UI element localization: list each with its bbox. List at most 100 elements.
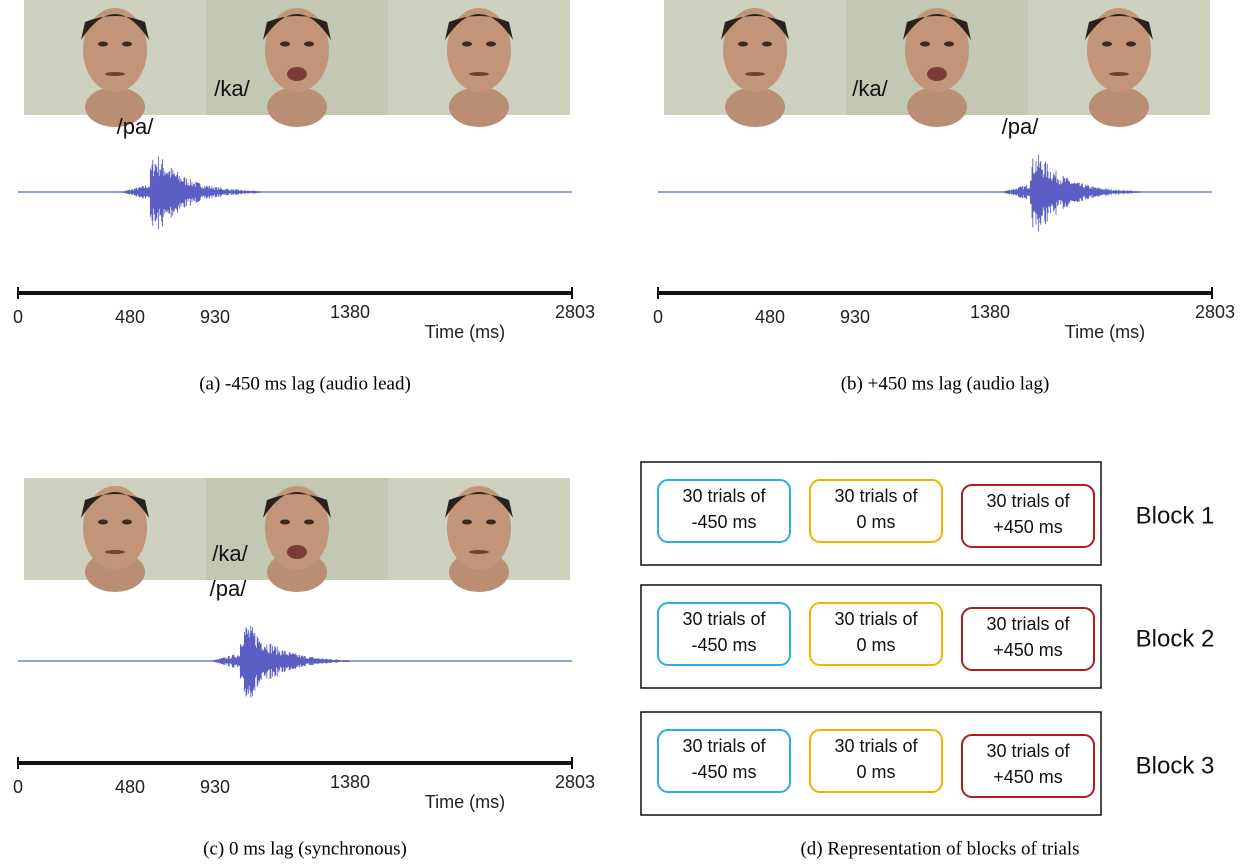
block-frame	[640, 711, 1102, 816]
tick-label: 930	[200, 307, 230, 327]
face	[83, 8, 147, 92]
axis-label: Time (ms)	[1065, 322, 1145, 342]
block: 30 trials of -450 ms 30 trials of 0 ms 30 tr…	[640, 711, 1214, 816]
tick-label: 2803	[555, 302, 595, 322]
eye	[280, 519, 290, 525]
caption: (d) Representation of blocks of trials	[800, 838, 1079, 859]
audio-label: /pa/	[210, 576, 248, 601]
tick-label: 930	[200, 777, 230, 797]
audio-label: /pa/	[1002, 114, 1040, 139]
mouth	[469, 550, 489, 554]
face	[905, 8, 969, 92]
trial-text: +450 ms	[993, 767, 1063, 787]
video-label: /ka/	[214, 76, 250, 101]
trial-text: 30 trials of	[986, 741, 1070, 761]
hair	[81, 492, 149, 518]
waveform	[1000, 154, 1141, 232]
tick-label: 0	[653, 307, 663, 327]
face	[265, 486, 329, 570]
face-neck	[907, 87, 967, 127]
eye	[462, 519, 472, 525]
trial-text: +450 ms	[993, 517, 1063, 537]
trial-box	[809, 602, 943, 666]
trial-text: 0 ms	[856, 512, 895, 532]
trial-text: -450 ms	[691, 635, 756, 655]
tick-label: 0	[13, 307, 23, 327]
hair	[81, 14, 149, 40]
waveform	[210, 625, 351, 698]
face	[83, 486, 147, 570]
hair	[263, 14, 331, 40]
hair	[263, 492, 331, 518]
tick-label: 480	[755, 307, 785, 327]
tick-label: 930	[840, 307, 870, 327]
hair	[445, 14, 513, 40]
mouth	[927, 67, 947, 81]
eye	[304, 41, 314, 47]
eye	[762, 41, 772, 47]
mouth	[1109, 72, 1129, 76]
tick-label: 1380	[330, 302, 370, 322]
trial-box	[961, 607, 1095, 671]
trial-text: -450 ms	[691, 512, 756, 532]
tick-label: 480	[115, 307, 145, 327]
eye	[738, 41, 748, 47]
hair	[721, 14, 789, 40]
face	[447, 8, 511, 92]
caption: (b) +450 ms lag (audio lag)	[841, 373, 1050, 394]
tick-label: 1380	[330, 772, 370, 792]
block-frame	[640, 584, 1102, 689]
trial-text: -450 ms	[691, 762, 756, 782]
audio-label: /pa/	[117, 114, 155, 139]
trial-text: 30 trials of	[682, 486, 766, 506]
eye	[98, 519, 108, 525]
eye	[280, 41, 290, 47]
face	[447, 486, 511, 570]
hair	[903, 14, 971, 40]
hair	[1085, 14, 1153, 40]
tick-label: 480	[115, 777, 145, 797]
axis-label: Time (ms)	[425, 792, 505, 812]
trial-text: 30 trials of	[682, 736, 766, 756]
face-neck	[1089, 87, 1149, 127]
mouth	[287, 545, 307, 559]
face-neck	[267, 87, 327, 127]
mouth	[469, 72, 489, 76]
panel: /ka/ /pa/0 480 930 1380 2803 Time (ms) (c) 0 ms…	[13, 478, 595, 859]
trial-text: 30 trials of	[834, 609, 918, 629]
eye	[122, 519, 132, 525]
eye	[1102, 41, 1112, 47]
tick-label: 2803	[555, 772, 595, 792]
block-label: Block 2	[1136, 625, 1215, 652]
eye	[122, 41, 132, 47]
trial-box	[657, 729, 791, 793]
face-neck	[85, 87, 145, 127]
trial-box	[809, 479, 943, 543]
trial-box	[961, 734, 1095, 798]
trial-text: 0 ms	[856, 762, 895, 782]
trial-text: +450 ms	[993, 640, 1063, 660]
caption: (a) -450 ms lag (audio lead)	[199, 373, 411, 394]
face	[723, 8, 787, 92]
trial-box	[657, 479, 791, 543]
video-label: /ka/	[852, 76, 888, 101]
panel: /ka/ /pa/0 480 930 1380 2803 Time (ms) (b) +450…	[653, 0, 1235, 394]
mouth	[745, 72, 765, 76]
waveform	[120, 156, 261, 230]
axis-label: Time (ms)	[425, 322, 505, 342]
face	[265, 8, 329, 92]
trial-text: 30 trials of	[682, 609, 766, 629]
eye	[462, 41, 472, 47]
eye	[1126, 41, 1136, 47]
tick-label: 1380	[970, 302, 1010, 322]
eye	[304, 519, 314, 525]
trial-text: 30 trials of	[834, 486, 918, 506]
caption: (c) 0 ms lag (synchronous)	[203, 838, 407, 859]
panel: /ka/ /pa/0 480 930 1380 2803 Time (ms) (a) -450…	[13, 0, 595, 394]
trial-text: 30 trials of	[986, 491, 1070, 511]
video-label: /ka/	[212, 541, 248, 566]
eye	[920, 41, 930, 47]
face-neck	[449, 87, 509, 127]
tick-label: 0	[13, 777, 23, 797]
